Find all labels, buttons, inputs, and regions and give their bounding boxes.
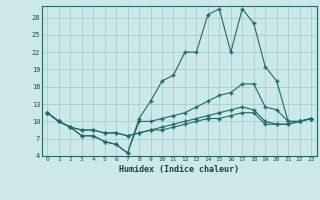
X-axis label: Humidex (Indice chaleur): Humidex (Indice chaleur): [119, 165, 239, 174]
